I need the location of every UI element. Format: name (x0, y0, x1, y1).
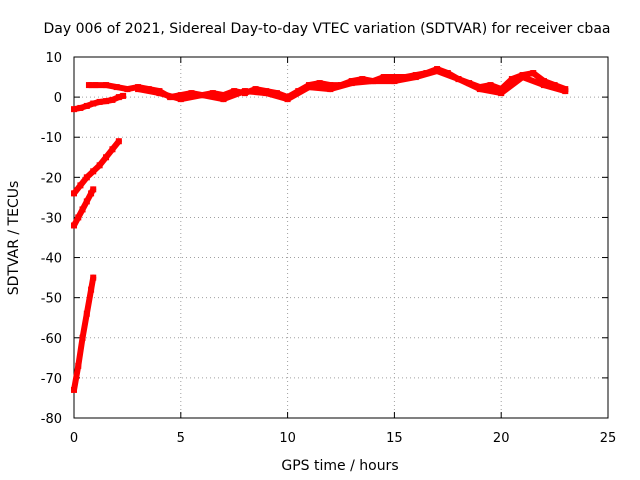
y-tick-label: 0 (54, 91, 62, 106)
data-point (348, 80, 355, 87)
y-tick-label: -20 (41, 171, 62, 186)
x-axis-title: GPS time / hours (281, 458, 398, 474)
data-point (90, 100, 97, 107)
data-point (109, 96, 116, 103)
data-point (220, 92, 227, 99)
data-point (455, 76, 462, 83)
data-point (241, 88, 248, 95)
data-point (77, 104, 84, 111)
data-point (498, 86, 505, 93)
data-point (562, 88, 569, 95)
data-point (113, 84, 120, 91)
grid (74, 57, 608, 418)
data-point (103, 82, 110, 89)
axis-ticks: 0 5 10 15 20 25 -80 -70 -60 -50 -40 -30 -20 -10 0 10 (41, 51, 617, 446)
series-track-6 (135, 68, 569, 103)
data-point (83, 174, 90, 181)
data-point (83, 102, 90, 109)
x-tick-label: 10 (279, 431, 296, 446)
x-tick-label: 25 (600, 431, 617, 446)
data-point (316, 80, 323, 87)
data-point (79, 206, 86, 213)
y-tick-label: -60 (41, 332, 62, 347)
data-point (83, 310, 90, 317)
data-point (88, 286, 95, 293)
y-tick-label: -70 (41, 372, 62, 387)
data-point (327, 86, 334, 93)
data-point (77, 182, 84, 189)
data-point (177, 92, 184, 99)
x-tick-label: 5 (177, 431, 185, 446)
data-point (109, 146, 116, 153)
data-point (115, 94, 122, 101)
series-line (71, 274, 97, 393)
chart-title: Day 006 of 2021, Sidereal Day-to-day VTE… (44, 21, 611, 37)
data-point (476, 86, 483, 93)
data-point (71, 106, 77, 113)
data-point (71, 386, 77, 393)
data-point (498, 90, 505, 97)
data-point (530, 70, 537, 77)
data-point (412, 74, 419, 81)
data-point (220, 96, 227, 103)
data-point (519, 74, 526, 81)
y-tick-label: 10 (45, 51, 62, 66)
data-point (284, 96, 291, 103)
data-point (327, 82, 334, 89)
data-point (88, 190, 95, 197)
x-tick-label: 0 (70, 431, 78, 446)
series-track-3 (71, 138, 122, 197)
data-point (120, 92, 127, 99)
data-point (487, 82, 494, 89)
data-point (90, 168, 97, 175)
y-tick-label: -80 (41, 412, 62, 427)
data-point (79, 334, 86, 341)
data-point (231, 88, 238, 95)
data-point (391, 74, 398, 81)
x-tick-label: 15 (386, 431, 403, 446)
data-point (92, 82, 99, 89)
data-point (156, 90, 163, 97)
data-point (434, 68, 441, 75)
data-point (96, 162, 103, 169)
data-point (135, 86, 142, 93)
data-point (75, 362, 82, 369)
data-point (263, 90, 270, 97)
data-point (540, 78, 547, 85)
plot-frame (73, 56, 609, 419)
data-point (71, 222, 77, 229)
y-tick-label: -50 (41, 292, 62, 307)
series-track-4 (71, 92, 127, 113)
y-axis-title: SDTVAR / TECUs (6, 181, 22, 296)
data-point (96, 98, 103, 105)
x-tick-label: 20 (493, 431, 510, 446)
data-point (199, 92, 206, 99)
data-point (85, 82, 92, 89)
data-point (115, 138, 122, 145)
series-track-2 (71, 186, 97, 229)
data-point (83, 198, 90, 205)
data-point (370, 78, 377, 85)
y-tick-label: -30 (41, 211, 62, 226)
data-point (177, 96, 184, 103)
y-tick-label: -40 (41, 252, 62, 267)
data-point (124, 86, 131, 93)
data-series (71, 66, 569, 393)
series-track-1 (71, 274, 97, 393)
data-point (540, 82, 547, 89)
data-point (209, 90, 216, 97)
data-point (71, 190, 77, 197)
data-point (188, 90, 195, 97)
data-point (103, 98, 110, 105)
data-point (305, 84, 312, 91)
data-point (75, 214, 82, 221)
data-point (90, 274, 97, 281)
data-point (508, 76, 515, 83)
y-tick-label: -10 (41, 131, 62, 146)
data-point (380, 74, 387, 81)
data-point (391, 78, 398, 85)
data-point (90, 186, 97, 193)
data-point (103, 154, 110, 161)
